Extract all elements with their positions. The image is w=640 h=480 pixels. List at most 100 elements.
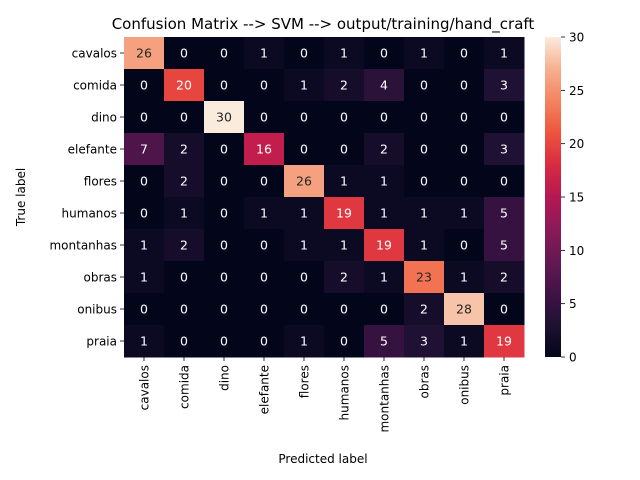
y-tick-label: onibus [77, 303, 117, 317]
heatmap-cell [364, 133, 405, 166]
heatmap-cell [324, 165, 365, 198]
cell-value-label: 0 [500, 302, 508, 317]
colorbar-tick-label: 0 [569, 351, 577, 365]
heatmap-cell [404, 261, 445, 294]
colorbar-tick-label: 15 [569, 191, 584, 205]
cell-value-label: 0 [180, 302, 188, 317]
heatmap-cell [284, 165, 325, 198]
cell-value-label: 5 [380, 334, 388, 349]
cell-value-label: 0 [460, 46, 468, 61]
cell-value-label: 2 [180, 238, 188, 253]
y-tick-label: comida [73, 79, 117, 93]
heatmap-cell [124, 229, 165, 262]
y-tick-label: dino [91, 111, 117, 125]
heatmap-cell [484, 229, 525, 262]
cell-value-label: 19 [496, 334, 512, 349]
heatmap-cell [324, 69, 365, 102]
heatmap-cell [204, 165, 245, 198]
heatmap-cell [324, 133, 365, 166]
cell-value-label: 1 [420, 238, 428, 253]
heatmap-cell [284, 293, 325, 326]
cell-value-label: 30 [216, 110, 232, 125]
heatmap-cells: 26 0 0 1 0 1 0 1 0 10 20 0 0 1 2 4 0 0 30 0 30 0 0 0 0 0 0 07 2 0 16 0 0… [124, 37, 525, 358]
cell-value-label: 0 [500, 174, 508, 189]
heatmap-cell [364, 229, 405, 262]
cell-value-label: 0 [260, 270, 268, 285]
heatmap-cell [364, 325, 405, 358]
cell-value-label: 0 [220, 302, 228, 317]
cell-value-label: 3 [500, 78, 508, 93]
heatmap-cell [284, 101, 325, 134]
cell-value-label: 1 [380, 206, 388, 221]
heatmap-cell [484, 197, 525, 230]
x-tick-labels: cavalos comida dino elefante flores humanos mo… [138, 357, 512, 433]
cell-value-label: 1 [380, 174, 388, 189]
cell-value-label: 1 [300, 206, 308, 221]
cell-value-label: 0 [220, 206, 228, 221]
cell-value-label: 19 [336, 206, 352, 221]
cell-value-label: 0 [460, 174, 468, 189]
heatmap-cell [244, 197, 285, 230]
heatmap-cell [124, 165, 165, 198]
y-tick-label: cavalos [72, 47, 117, 61]
heatmap-cell [444, 133, 485, 166]
cell-value-label: 0 [340, 142, 348, 157]
heatmap-cell [324, 325, 365, 358]
y-tick-label: elefante [68, 143, 117, 157]
heatmap-cell [484, 133, 525, 166]
heatmap-cell [164, 133, 205, 166]
heatmap-cell [404, 133, 445, 166]
heatmap-cell [164, 165, 205, 198]
y-tick-label: obras [84, 271, 118, 285]
cell-value-label: 2 [420, 302, 428, 317]
heatmap-cell [124, 101, 165, 134]
cell-value-label: 0 [180, 46, 188, 61]
cell-value-label: 0 [260, 174, 268, 189]
colorbar-tick-label: 5 [569, 297, 577, 311]
heatmap-cell [124, 197, 165, 230]
x-tick-label: humanos [338, 365, 352, 420]
x-axis-label: Predicted label [278, 452, 367, 466]
heatmap-cell [204, 37, 245, 70]
cell-value-label: 1 [140, 334, 148, 349]
x-tick-label: elefante [258, 365, 272, 414]
heatmap-cell [404, 229, 445, 262]
heatmap-cell [404, 165, 445, 198]
cell-value-label: 1 [300, 78, 308, 93]
heatmap-cell [364, 165, 405, 198]
colorbar-tick-label: 30 [569, 31, 584, 45]
cell-value-label: 0 [260, 238, 268, 253]
heatmap-cell [444, 229, 485, 262]
cell-value-label: 0 [460, 78, 468, 93]
cell-value-label: 1 [340, 174, 348, 189]
cell-value-label: 1 [340, 238, 348, 253]
heatmap-cell [444, 101, 485, 134]
cell-value-label: 0 [140, 206, 148, 221]
cell-value-label: 0 [420, 78, 428, 93]
heatmap-cell [164, 101, 205, 134]
x-tick-label: flores [298, 365, 312, 398]
heatmap-cell [204, 293, 245, 326]
cell-value-label: 0 [460, 110, 468, 125]
cell-value-label: 2 [380, 142, 388, 157]
heatmap-cell [284, 261, 325, 294]
cell-value-label: 1 [460, 206, 468, 221]
heatmap-cell [364, 197, 405, 230]
heatmap-cell [124, 133, 165, 166]
heatmap-cell [164, 69, 205, 102]
cell-value-label: 0 [260, 110, 268, 125]
heatmap-cell [444, 165, 485, 198]
colorbar [545, 37, 561, 357]
heatmap-cell [444, 261, 485, 294]
cell-value-label: 1 [300, 238, 308, 253]
heatmap-cell [324, 293, 365, 326]
cell-value-label: 5 [500, 238, 508, 253]
y-tick-label: montanhas [49, 239, 117, 253]
heatmap-cell [484, 325, 525, 358]
heatmap-cell [364, 293, 405, 326]
cell-value-label: 0 [180, 110, 188, 125]
heatmap-cell [124, 325, 165, 358]
cell-value-label: 0 [300, 46, 308, 61]
cell-value-label: 19 [376, 238, 392, 253]
